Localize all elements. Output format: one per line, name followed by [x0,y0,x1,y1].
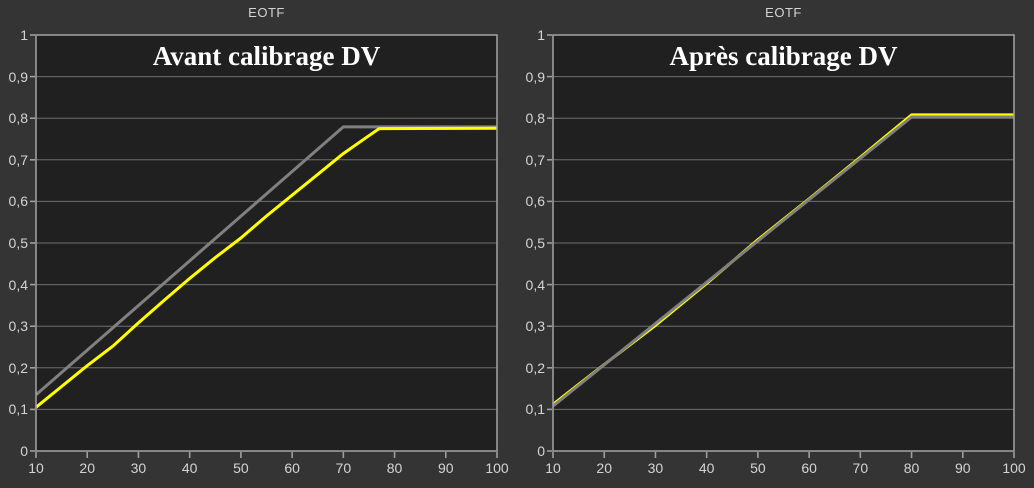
y-tick-label: 0,8 [8,110,28,127]
y-tick-label: 0,4 [525,276,545,293]
y-tick-label: 0,3 [8,318,28,335]
eotf-chart-before: EOTF Avant calibrage DV 0 0,1 0,2 0,3 0,4 0,5… [8,5,509,476]
x-tick-label: 10 [545,460,561,476]
plot-border [552,34,1015,452]
chart-subtitle-after-calibration: Après calibrage DV [669,41,898,71]
x-tick-label: 20 [596,460,612,476]
x-tick-label: 30 [130,460,147,476]
y-tick-label: 0,7 [8,151,28,168]
x-tick-label: 100 [485,460,509,476]
eotf-chart-after: EOTF Après calibrage DV 0 0,1 0,2 0,3 0,4 0,5… [517,0,1034,488]
x-tick-label: 60 [801,460,817,476]
chart-subtitle-before-calibration: Avant calibrage DV [152,41,381,71]
y-tick-label: 0,2 [8,359,28,376]
x-tick-label: 40 [698,460,715,476]
x-tick-label: 10 [28,460,44,476]
y-tick-label: 0,1 [8,401,28,418]
y-tick-label: 0,2 [525,359,545,376]
x-tick-label: 50 [233,460,249,476]
x-tick-label: 20 [79,460,95,476]
y-tick-label: 1 [20,27,28,43]
x-tick-label: 100 [1002,460,1026,476]
y-tick-label: 0,8 [525,110,545,127]
plot-border [35,34,498,452]
measured-eotf-line [35,126,498,409]
x-tick-label: 50 [750,460,766,476]
reference-eotf-line [552,115,1014,408]
y-tick-label: 0,7 [525,151,545,168]
y-tick-label: 0,6 [8,193,28,210]
y-tick-label: 1 [537,27,545,43]
x-tick-label: 40 [181,460,198,476]
y-tick-label: 0,9 [525,68,545,85]
x-tick-label: 70 [852,460,869,476]
chart-title: EOTF [765,5,802,20]
y-tick-label: 0 [537,443,545,459]
y-tick-label: 0 [20,443,28,459]
y-tick-label: 0,5 [525,235,545,251]
chart-title: EOTF [248,5,285,20]
x-tick-label: 90 [437,460,454,476]
x-tick-label: 80 [903,460,920,476]
y-tick-label: 0,9 [8,68,28,85]
y-tick-label: 0,5 [8,235,28,251]
y-tick-label: 0,6 [525,193,545,210]
x-tick-label: 30 [647,460,664,476]
x-tick-label: 60 [284,460,300,476]
y-tick-label: 0,4 [8,276,28,293]
x-tick-label: 90 [954,460,971,476]
plot-area [30,34,498,458]
y-tick-label: 0,1 [525,401,545,418]
x-tick-label: 80 [386,460,403,476]
x-tick-label: 70 [335,460,352,476]
plot-area [547,34,1015,458]
y-tick-label: 0,3 [525,318,545,335]
